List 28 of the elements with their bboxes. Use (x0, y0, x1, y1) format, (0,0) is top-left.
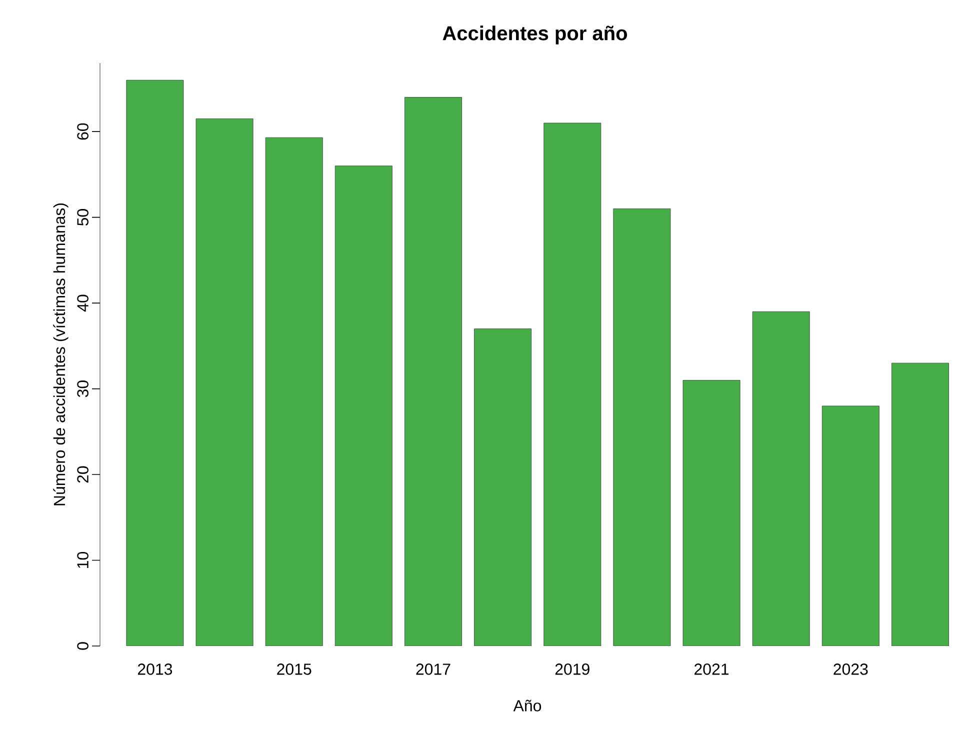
chart-title: Accidentes por año (442, 26, 628, 44)
bar (682, 380, 740, 646)
bar (544, 122, 602, 646)
y-tick-label: 20 (77, 466, 88, 483)
x-tick-label: 2023 (834, 664, 868, 675)
y-tick-label: 60 (77, 123, 88, 140)
bar (265, 137, 323, 646)
bar (404, 97, 462, 646)
x-tick-label: 2019 (555, 664, 590, 675)
y-tick-label: 30 (77, 380, 88, 398)
x-tick-label: 2013 (138, 664, 172, 675)
y-tick-label: 0 (77, 642, 88, 650)
y-axis-title: Número de accidentes (víctimas humanas) (53, 203, 68, 506)
bar (474, 328, 532, 646)
bar (752, 311, 810, 646)
x-tick-label: 2017 (416, 664, 450, 675)
x-tick-label: 2015 (277, 664, 312, 675)
bar (196, 118, 254, 646)
y-tick-label: 40 (77, 294, 88, 312)
bar (126, 80, 184, 646)
bar (892, 362, 949, 646)
y-tick-label: 50 (77, 209, 88, 226)
bar (613, 208, 671, 646)
y-tick-label: 10 (77, 552, 88, 568)
bar (334, 166, 392, 646)
bar (822, 406, 880, 646)
x-axis-title: Año (513, 700, 542, 712)
x-tick-label: 2021 (694, 664, 729, 675)
